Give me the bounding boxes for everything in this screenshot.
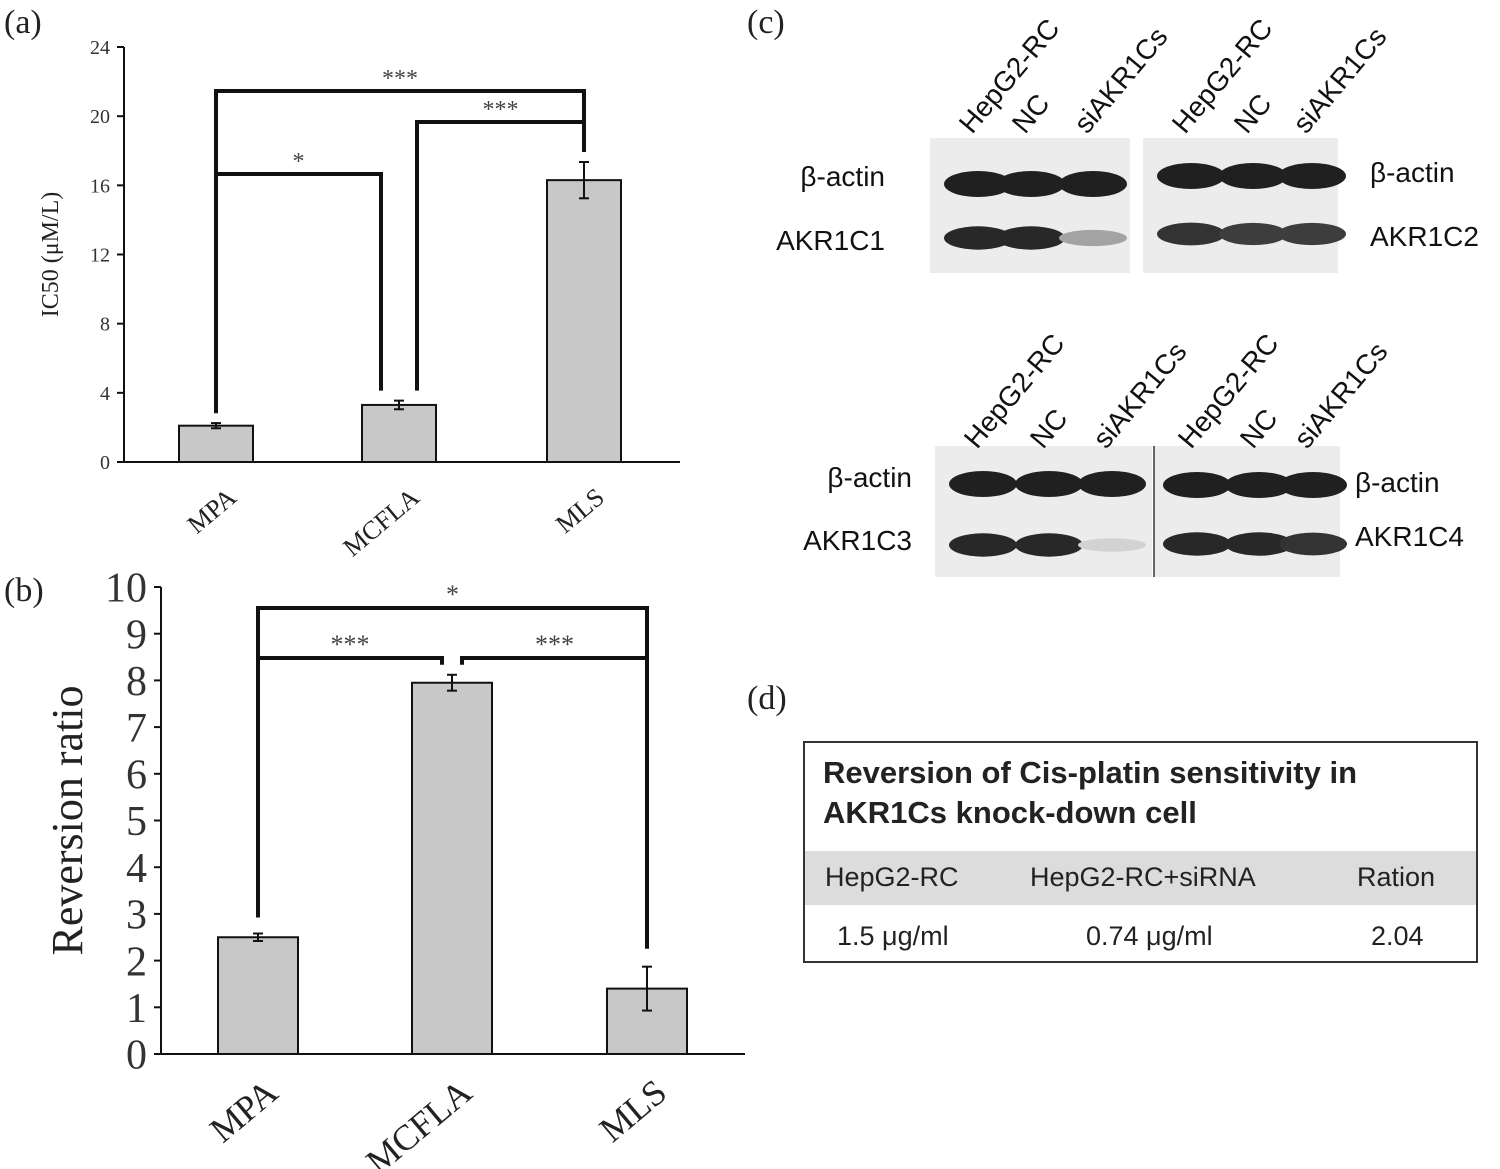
significance-label: ***	[483, 97, 519, 123]
beta-actin-band	[949, 471, 1017, 497]
protein-label: AKR1C2	[1370, 221, 1479, 252]
y-tick-label: 6	[126, 753, 147, 799]
beta-actin-label: β-actin	[1370, 157, 1455, 188]
beta-actin-band	[1078, 471, 1146, 497]
x-tick-label: MPA	[182, 482, 242, 539]
table-header-hepg2rc-sirna: HepG2-RC+siRNA	[1030, 862, 1256, 892]
blot-membrane	[930, 138, 1130, 273]
y-tick-label: 8	[100, 314, 110, 336]
table-header-row	[805, 851, 1476, 905]
x-tick-label: MCFLA	[358, 1071, 479, 1169]
x-tick-label: MCFLA	[338, 482, 425, 560]
significance-label: ***	[331, 630, 370, 659]
reversion-table: Reversion of Cis-platin sensitivity in A…	[803, 741, 1478, 963]
y-axis-label: Reversion ratio	[43, 685, 92, 955]
significance-label: ***	[382, 66, 418, 92]
bar	[361, 403, 437, 463]
y-tick-label: 4	[126, 846, 147, 892]
target-band	[1059, 229, 1127, 247]
bar	[217, 936, 299, 1055]
bar	[411, 681, 493, 1056]
target-band	[949, 533, 1017, 557]
beta-actin-band	[1219, 163, 1287, 189]
blot-membrane	[1155, 446, 1340, 577]
y-tick-label: 7	[126, 706, 147, 752]
lane-label: siAKR1Cs	[1068, 21, 1174, 139]
y-tick-label: 8	[126, 659, 147, 705]
table-cell-hepg2rc-sirna: 0.74 μg/ml	[1086, 921, 1213, 951]
y-tick-label: 2	[126, 939, 147, 985]
significance-label: *	[446, 580, 459, 609]
target-band	[997, 226, 1065, 250]
target-band	[1278, 222, 1346, 246]
blot-membrane	[1143, 138, 1338, 273]
target-band	[1163, 532, 1231, 556]
beta-actin-band	[1015, 471, 1083, 497]
y-tick-label: 24	[90, 37, 110, 59]
significance-bracket	[214, 89, 586, 414]
significance-bracket	[256, 606, 649, 949]
bar	[546, 179, 622, 463]
y-tick-label: 9	[126, 612, 147, 658]
y-tick-label: 3	[126, 893, 147, 939]
y-axis-label: IC50 (μM/L)	[38, 192, 64, 318]
x-tick-label: MLS	[550, 482, 610, 539]
y-tick-label: 12	[90, 245, 110, 267]
target-band	[1015, 533, 1083, 557]
beta-actin-band	[944, 171, 1012, 197]
y-tick-label: 20	[90, 106, 110, 128]
panel-label-c: (c)	[747, 4, 785, 41]
panel-label-a: (a)	[4, 4, 42, 41]
table-header-hepg2rc: HepG2-RC	[825, 862, 959, 892]
protein-label: AKR1C3	[803, 525, 912, 556]
significance-label: *	[293, 149, 305, 175]
beta-actin-label: β-actin	[827, 462, 912, 493]
beta-actin-band	[1059, 171, 1127, 197]
target-band	[1078, 538, 1146, 552]
significance-label: ***	[535, 630, 574, 659]
lane-label: NC	[1228, 88, 1278, 139]
table-cell-hepg2rc: 1.5 μg/ml	[837, 921, 949, 951]
bar	[178, 424, 254, 463]
blot-membrane	[935, 446, 1152, 577]
beta-actin-band	[1279, 472, 1347, 498]
y-tick-label: 1	[126, 986, 147, 1032]
lane-label: NC	[1006, 88, 1056, 139]
y-tick-label: 10	[105, 566, 147, 612]
y-tick-label: 4	[100, 383, 110, 405]
beta-actin-band	[1225, 472, 1293, 498]
target-band	[1157, 222, 1225, 246]
panel-label-d: (d)	[747, 680, 787, 717]
protein-label: AKR1C4	[1355, 521, 1464, 552]
y-tick-label: 0	[126, 1033, 147, 1079]
table-header-ration: Ration	[1357, 862, 1436, 892]
target-band	[944, 226, 1012, 250]
significance-bracket	[214, 172, 383, 414]
target-band	[1279, 532, 1347, 556]
table-title: Reversion of Cis-platin sensitivity in A…	[823, 755, 1358, 830]
beta-actin-label: β-actin	[1355, 467, 1440, 498]
y-tick-label: 16	[90, 175, 110, 197]
protein-label: AKR1C1	[776, 225, 885, 256]
y-tick-label: 5	[126, 799, 147, 845]
table-cell-ration: 2.04	[1371, 921, 1424, 951]
y-tick-label: 0	[100, 452, 110, 474]
beta-actin-band	[997, 171, 1065, 197]
beta-actin-label: β-actin	[800, 161, 885, 192]
lane-label: siAKR1Cs	[1288, 336, 1394, 454]
x-tick-label: MPA	[202, 1071, 285, 1150]
beta-actin-band	[1278, 163, 1346, 189]
target-band	[1225, 532, 1293, 556]
beta-actin-band	[1163, 472, 1231, 498]
beta-actin-band	[1157, 163, 1225, 189]
x-tick-label: MLS	[592, 1071, 674, 1149]
lane-label: siAKR1Cs	[1287, 21, 1393, 139]
target-band	[1219, 222, 1287, 246]
panel-label-b: (b)	[4, 572, 44, 609]
